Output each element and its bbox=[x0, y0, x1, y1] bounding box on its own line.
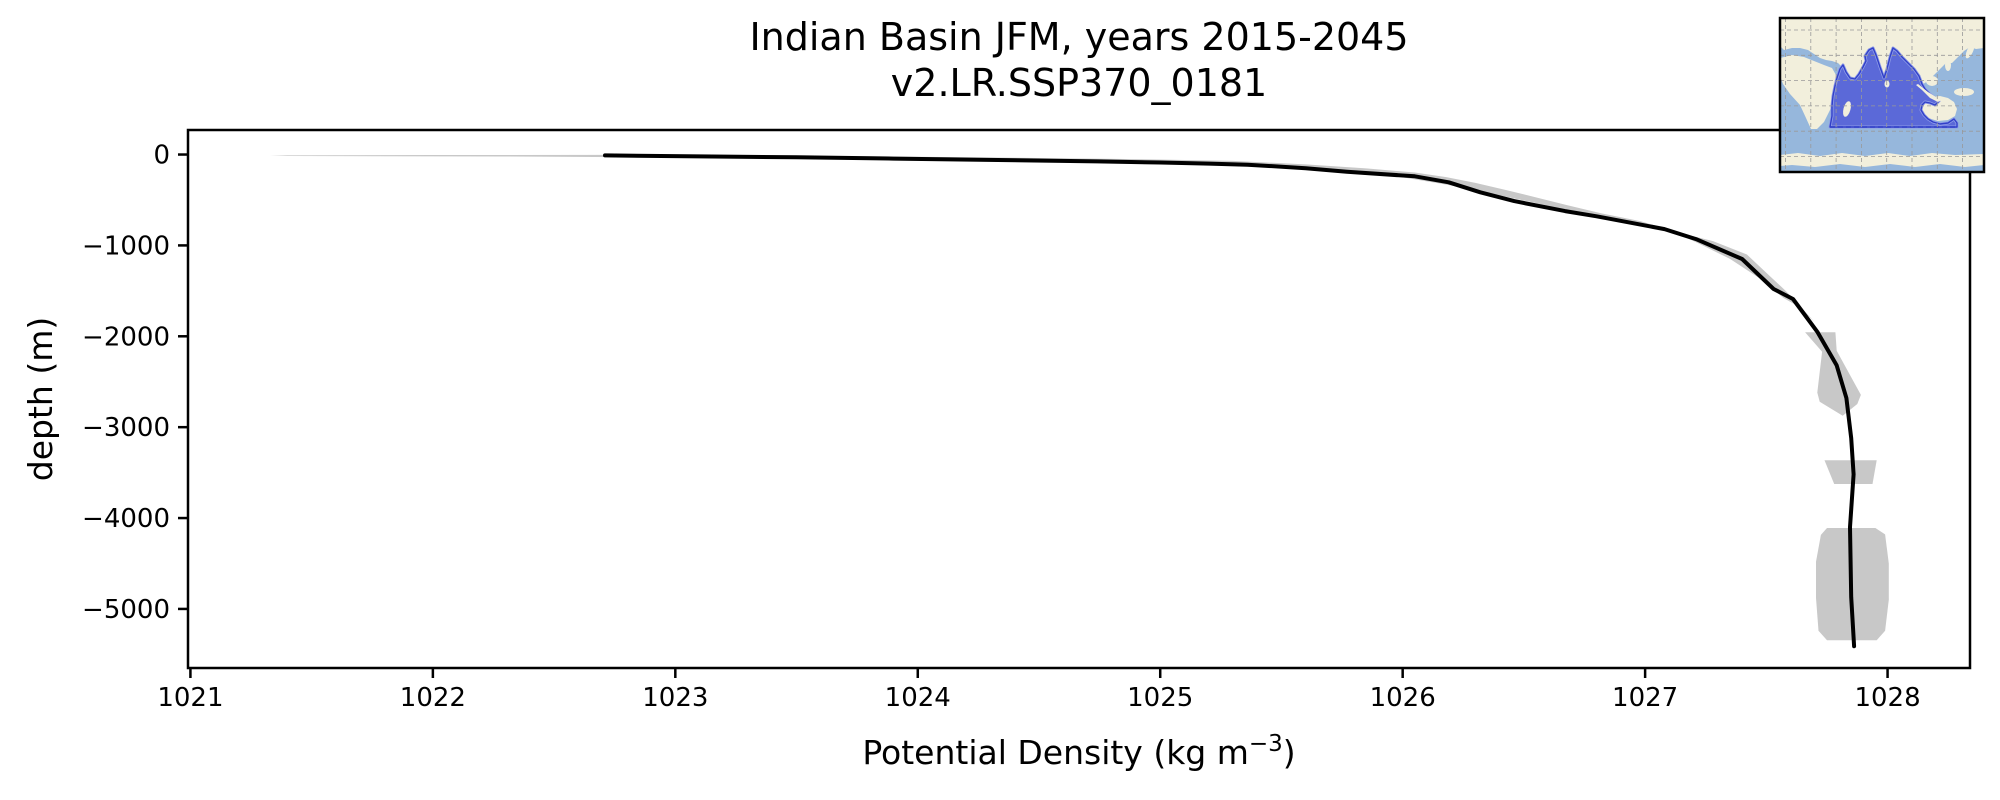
band-polygon bbox=[1824, 460, 1877, 484]
map-japan-island bbox=[1965, 43, 1975, 59]
x-tick-label: 1021 bbox=[157, 683, 223, 713]
x-axis: 1021 1022 1023 1024 1025 1026 1027 1028 bbox=[157, 668, 1921, 713]
map-philippines-island bbox=[1945, 59, 1951, 71]
y-tick-label: −2000 bbox=[82, 322, 170, 352]
chart-title: Indian Basin JFM, years 2015-2045 bbox=[749, 15, 1408, 59]
y-tick-label: 0 bbox=[153, 141, 170, 171]
map-grid-lines bbox=[1780, 18, 1984, 172]
y-tick-label: −4000 bbox=[82, 504, 170, 534]
y-tick-label: −3000 bbox=[82, 413, 170, 443]
x-tick-label: 1028 bbox=[1854, 683, 1920, 713]
map-new-guinea-island bbox=[1954, 88, 1974, 96]
y-axis: 0 −1000 −2000 −3000 −4000 −5000 bbox=[82, 141, 188, 625]
plot-box bbox=[186, 128, 1972, 670]
map-madagascar-island bbox=[1843, 101, 1851, 117]
map-eurasia bbox=[1780, 18, 1984, 84]
x-tick-label: 1026 bbox=[1370, 683, 1436, 713]
map-land bbox=[1780, 18, 1984, 167]
x-tick-label: 1025 bbox=[1127, 683, 1193, 713]
xlabel-prefix: Potential Density (kg m bbox=[862, 733, 1249, 772]
xlabel-superscript: −3 bbox=[1249, 731, 1283, 757]
map-region-edge bbox=[1829, 47, 1958, 128]
y-tick-label: −1000 bbox=[82, 231, 170, 261]
map-border bbox=[1778, 16, 1986, 174]
y-tick-label: −5000 bbox=[82, 595, 170, 625]
map-borneo-island bbox=[1926, 76, 1938, 86]
mean-profile-line bbox=[603, 153, 1857, 649]
x-tick-label: 1027 bbox=[1612, 683, 1678, 713]
map-indonesia-arc bbox=[1916, 84, 1942, 102]
inset-map bbox=[1778, 16, 1986, 174]
y-axis-label: depth (m) bbox=[21, 317, 60, 481]
xlabel-suffix: ) bbox=[1283, 733, 1296, 772]
x-axis-label: Potential Density (kg m−3) bbox=[862, 731, 1295, 772]
x-tick-label: 1024 bbox=[885, 683, 951, 713]
map-africa bbox=[1780, 55, 1838, 129]
x-tick-label: 1023 bbox=[642, 683, 708, 713]
x-tick-label: 1022 bbox=[400, 683, 466, 713]
chart-subtitle: v2.LR.SSP370_0181 bbox=[891, 61, 1267, 105]
